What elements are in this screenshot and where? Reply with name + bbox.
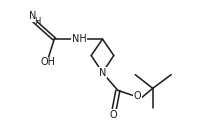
Text: N: N [29,12,36,21]
Text: N: N [98,68,106,78]
Text: OH: OH [40,57,55,67]
Text: H: H [33,17,40,26]
Text: NH: NH [71,34,86,44]
Text: O: O [133,91,141,101]
Text: O: O [109,110,117,120]
